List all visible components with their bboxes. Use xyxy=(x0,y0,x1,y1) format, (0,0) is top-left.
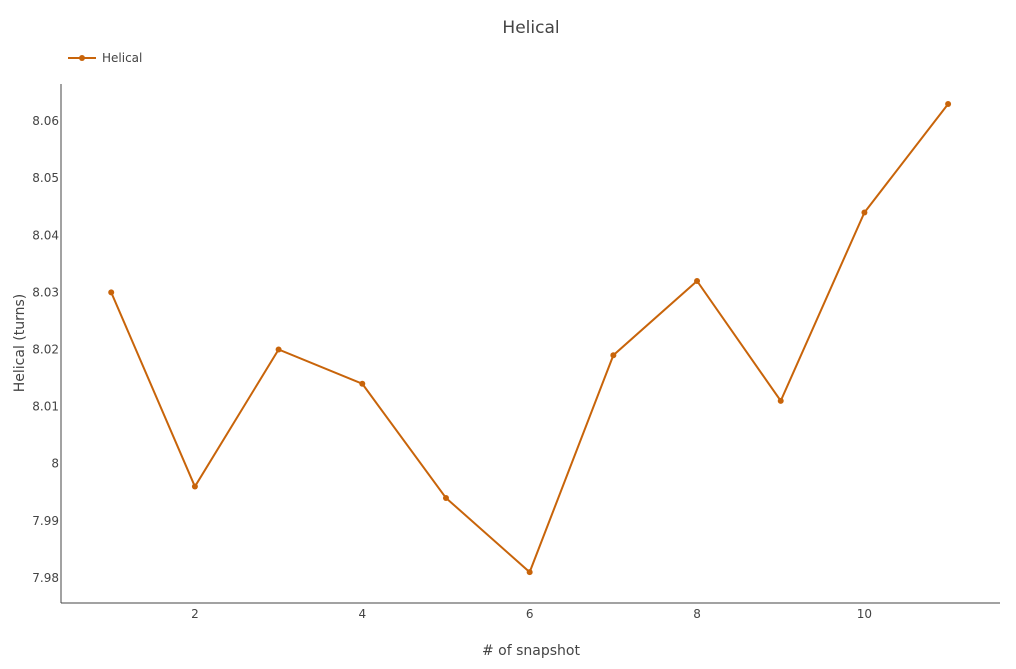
legend-label: Helical xyxy=(102,51,142,65)
y-tick-label: 7.99 xyxy=(32,514,59,528)
data-point[interactable] xyxy=(945,100,952,107)
data-point[interactable] xyxy=(610,352,617,359)
x-tick-label: 4 xyxy=(358,607,366,621)
data-point[interactable] xyxy=(861,209,868,216)
data-point[interactable] xyxy=(191,483,198,490)
data-point[interactable] xyxy=(359,380,366,387)
x-tick-label: 10 xyxy=(857,607,872,621)
y-tick-label: 8.05 xyxy=(32,171,59,185)
y-tick-label: 8.04 xyxy=(32,228,59,242)
x-tick-labels: 2 4 6 8 10 xyxy=(191,607,872,621)
y-axis-title: Helical (turns) xyxy=(12,294,28,393)
y-tick-label: 8.06 xyxy=(32,114,59,128)
x-tick-label: 8 xyxy=(693,607,701,621)
y-axis: 7.98 7.99 8 8.01 8.02 8.03 8.04 8.05 8.06 xyxy=(32,84,62,603)
x-tick-label: 2 xyxy=(191,607,199,621)
data-point[interactable] xyxy=(777,397,784,404)
data-point[interactable] xyxy=(694,277,701,284)
x-axis-title: # of snapshot xyxy=(482,643,580,659)
chart-title: Helical xyxy=(502,18,559,38)
data-point[interactable] xyxy=(275,346,282,353)
y-tick-label: 7.98 xyxy=(32,571,59,585)
y-tick-labels: 7.98 7.99 8 8.01 8.02 8.03 8.04 8.05 8.06 xyxy=(32,114,59,585)
y-tick-label: 8.03 xyxy=(32,285,59,299)
x-tick-label: 6 xyxy=(526,607,534,621)
data-point[interactable] xyxy=(526,569,533,576)
data-point[interactable] xyxy=(442,494,449,501)
y-tick-label: 8.01 xyxy=(32,400,59,414)
x-axis: 2 4 6 8 10 xyxy=(61,602,1000,621)
legend[interactable]: Helical xyxy=(68,51,142,65)
data-point[interactable] xyxy=(108,289,115,296)
plot-area xyxy=(108,100,952,576)
legend-swatch-marker xyxy=(79,55,85,61)
y-tick-label: 8 xyxy=(51,457,59,471)
series-line xyxy=(110,103,949,574)
y-tick-label: 8.02 xyxy=(32,342,59,356)
